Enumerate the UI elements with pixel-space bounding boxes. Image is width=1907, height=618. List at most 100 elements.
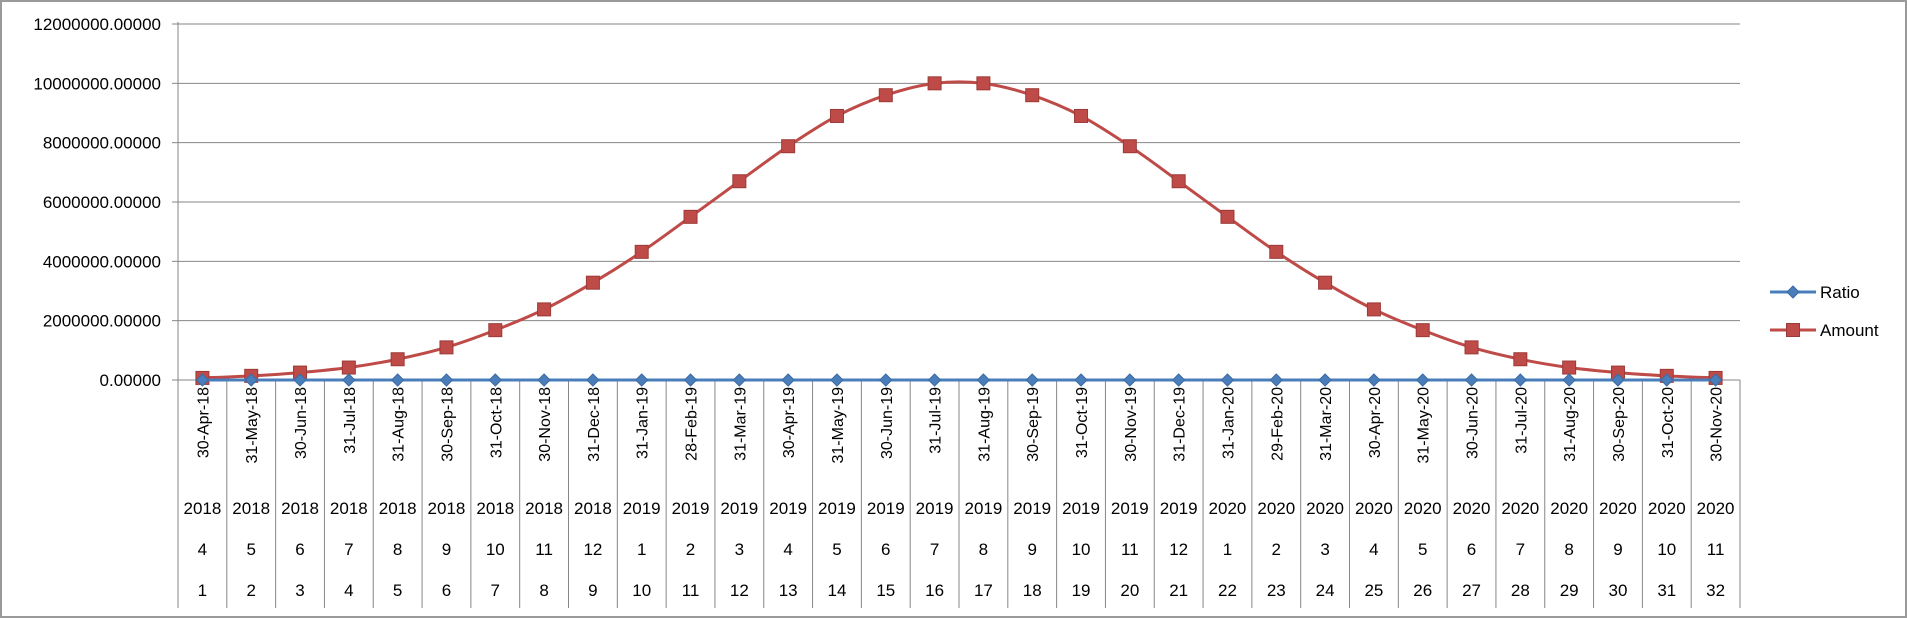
x-index-label: 20 (1120, 581, 1139, 600)
x-category-label: 31-May-20 (1416, 387, 1433, 464)
ratio-point (1513, 373, 1528, 387)
x-year-label: 2018 (330, 499, 368, 518)
x-month-label: 7 (344, 540, 353, 559)
ratio-point (1367, 373, 1381, 387)
x-month-label: 9 (1027, 540, 1036, 559)
x-month-label: 10 (486, 540, 505, 559)
x-index-label: 26 (1413, 581, 1432, 600)
x-year-label: 2019 (916, 499, 954, 518)
ratio-point (1269, 373, 1283, 387)
x-category-label: 30-Apr-18 (195, 387, 212, 458)
x-year-label: 2018 (574, 499, 612, 518)
ratio-point (1611, 373, 1625, 387)
x-month-label: 11 (1707, 540, 1725, 559)
x-index-label: 11 (682, 581, 700, 600)
amount-point (1074, 108, 1089, 123)
legend-amount-label: Amount (1820, 321, 1879, 340)
x-index-label: 1 (198, 581, 207, 600)
x-index-label: 12 (730, 581, 749, 600)
x-index-label: 25 (1364, 581, 1383, 600)
x-category-label: 31-Mar-20 (1318, 387, 1335, 461)
x-index-label: 7 (491, 581, 500, 600)
x-category-label: 31-Jan-19 (635, 387, 652, 459)
x-category-label: 31-Oct-19 (1074, 387, 1091, 458)
x-month-label: 12 (583, 540, 602, 559)
x-month-label: 7 (930, 540, 939, 559)
x-month-label: 8 (1564, 540, 1573, 559)
x-category-label: 30-Jun-19 (879, 387, 896, 459)
x-category-label: 31-Aug-20 (1562, 387, 1579, 462)
x-category-label: 30-Sep-18 (439, 387, 456, 462)
x-index-label: 23 (1267, 581, 1286, 600)
amount-point (585, 275, 600, 290)
x-month-label: 6 (1467, 540, 1476, 559)
x-category-label: 28-Feb-19 (684, 387, 701, 461)
ratio-point (1171, 373, 1186, 387)
ratio-point (1562, 373, 1576, 387)
ratio-point (976, 373, 991, 387)
x-category-label: 30-Nov-18 (537, 387, 554, 462)
x-month-label: 3 (1320, 540, 1329, 559)
x-index-label: 19 (1072, 581, 1091, 600)
ratio-point (732, 373, 747, 387)
x-category-label: 31-Oct-20 (1660, 387, 1677, 458)
ratio-point (830, 373, 844, 387)
amount-point (488, 323, 503, 338)
x-year-label: 2020 (1209, 499, 1247, 518)
x-category-label: 30-Nov-19 (1123, 387, 1140, 462)
x-category-label: 31-Jul-18 (342, 387, 359, 454)
ratio-point (927, 373, 942, 387)
ratio-point (1708, 373, 1723, 387)
x-index-label: 18 (1023, 581, 1042, 600)
y-tick-label: 10000000.00000 (33, 74, 161, 93)
x-year-label: 2018 (428, 499, 466, 518)
amount-point (1513, 352, 1528, 367)
x-year-label: 2019 (1062, 499, 1100, 518)
ratio-point (635, 373, 649, 387)
amount-point (1464, 340, 1479, 355)
amount-series-line (202, 80, 1716, 380)
x-month-label: 4 (783, 540, 792, 559)
ratio-point (781, 373, 795, 387)
x-year-label: 2020 (1257, 499, 1295, 518)
ratio-point (342, 373, 356, 387)
x-axis-categories: 30-Apr-1820184131-May-1820185230-Jun-182… (183, 387, 1734, 600)
amount-point (927, 76, 942, 91)
x-month-label: 7 (1516, 540, 1525, 559)
amount-point (781, 139, 796, 154)
x-month-label: 11 (1121, 540, 1139, 559)
ratio-point (293, 373, 307, 387)
amount-point (390, 352, 405, 367)
x-index-label: 6 (442, 581, 451, 600)
x-index-label: 14 (828, 581, 847, 600)
x-category-label: 31-Dec-18 (586, 387, 603, 462)
x-month-label: 9 (442, 540, 451, 559)
x-category-label: 30-Apr-20 (1367, 387, 1384, 458)
y-axis-ticks: 0.00000 2000000.00000 4000000.00000 6000000… (33, 15, 161, 390)
y-tick-label: 2000000.00000 (43, 312, 161, 331)
amount-point (1122, 139, 1137, 154)
ratio-point (1786, 285, 1800, 299)
amount-point (1318, 275, 1333, 290)
axes (172, 22, 1741, 608)
x-year-label: 2018 (476, 499, 514, 518)
x-month-label: 8 (979, 540, 988, 559)
x-month-label: 5 (246, 540, 255, 559)
series (195, 76, 1723, 387)
x-index-label: 4 (344, 581, 353, 600)
x-category-label: 31-Jul-19 (928, 387, 945, 454)
x-year-label: 2019 (769, 499, 807, 518)
x-index-label: 3 (295, 581, 304, 600)
x-index-label: 2 (246, 581, 255, 600)
ratio-point (586, 373, 600, 387)
ratio-point (1123, 373, 1137, 387)
x-category-label: 30-Apr-19 (781, 387, 798, 458)
x-category-label: 30-Sep-19 (1025, 387, 1042, 462)
x-year-label: 2020 (1599, 499, 1637, 518)
x-category-label: 30-Sep-20 (1611, 387, 1628, 462)
x-index-label: 32 (1706, 581, 1725, 600)
x-year-label: 2018 (232, 499, 270, 518)
amount-point (1025, 88, 1040, 103)
x-year-label: 2019 (720, 499, 758, 518)
